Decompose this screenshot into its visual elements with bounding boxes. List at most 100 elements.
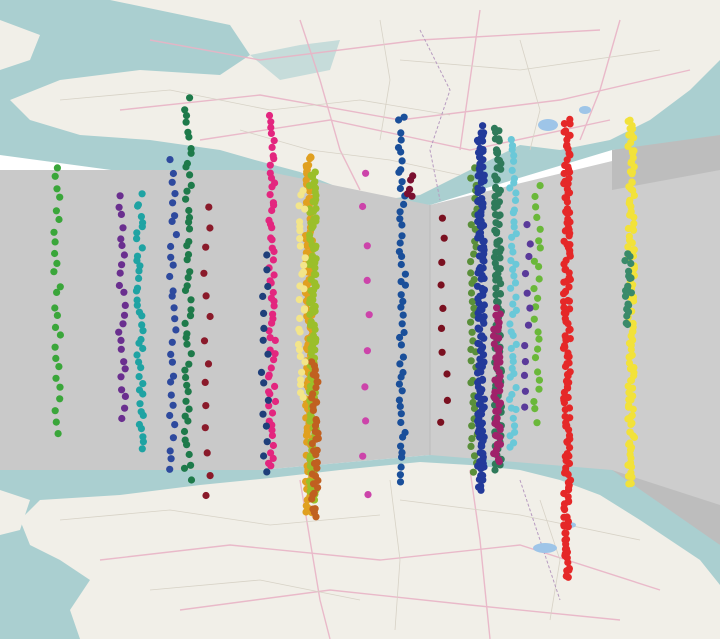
- trajectory-track: [621, 250, 636, 329]
- trajectory-point: [139, 438, 147, 446]
- trajectory-point: [521, 342, 529, 350]
- trajectory-point: [492, 450, 500, 458]
- trajectory-point: [186, 268, 194, 276]
- trajectory-point: [510, 422, 519, 430]
- trajectory-point: [133, 296, 141, 304]
- trajectory-point: [495, 137, 503, 145]
- trajectory-track: [166, 156, 180, 473]
- trajectory-point: [467, 269, 475, 277]
- trajectory-point: [187, 181, 195, 189]
- trajectory-point: [267, 462, 275, 470]
- trajectory-point: [361, 383, 369, 391]
- trajectory-point: [563, 136, 571, 144]
- trajectory-point: [497, 165, 505, 173]
- trajectory-point: [474, 189, 482, 197]
- trajectory-point: [268, 426, 276, 434]
- trajectory-point: [268, 183, 276, 191]
- trajectory-point: [121, 365, 129, 373]
- trajectory-point: [467, 289, 476, 297]
- trajectory-point: [186, 312, 195, 320]
- trajectory-track: [50, 164, 64, 438]
- trajectory-point: [172, 231, 180, 239]
- trajectory-point: [477, 465, 485, 473]
- trajectory-point: [183, 340, 191, 348]
- trajectory-point: [268, 224, 276, 232]
- trajectory-point: [479, 122, 487, 130]
- top-map-plane: [0, 0, 720, 205]
- trajectory-point: [562, 318, 570, 326]
- trajectory-point: [270, 302, 278, 310]
- trajectory-point: [495, 334, 503, 342]
- trajectory-point: [630, 213, 638, 221]
- trajectory-point: [115, 281, 123, 290]
- trajectory-point: [137, 425, 145, 433]
- trajectory-point: [630, 297, 638, 305]
- trajectory-point: [562, 309, 570, 317]
- trajectory-point: [166, 411, 174, 420]
- trajectory-point: [306, 311, 314, 319]
- trajectory-point: [201, 424, 209, 432]
- trajectory-point: [265, 373, 273, 381]
- trajectory-point: [627, 202, 635, 210]
- trajectory-point: [139, 390, 147, 398]
- trajectory-point: [138, 190, 146, 198]
- trajectory-point: [496, 434, 504, 442]
- trajectory-point: [168, 338, 176, 346]
- trajectory-point: [438, 258, 446, 266]
- trajectory-point: [53, 164, 62, 172]
- trajectory-point: [302, 508, 310, 516]
- trajectory-point: [397, 418, 405, 427]
- trajectory-point: [297, 381, 305, 389]
- trajectory-point: [171, 315, 179, 323]
- trajectory-point: [301, 358, 309, 366]
- trajectory-point: [401, 270, 409, 278]
- trajectory-point: [565, 404, 574, 412]
- trajectory-point: [308, 440, 316, 448]
- trajectory-point: [311, 178, 319, 186]
- trajectory-point: [268, 319, 276, 327]
- trajectory-point: [477, 486, 485, 494]
- trajectory-point: [623, 312, 631, 320]
- trajectory-point: [296, 235, 304, 243]
- trajectory-point: [475, 138, 483, 146]
- trajectory-point: [200, 269, 208, 277]
- trajectory-point: [510, 223, 518, 231]
- trajectory-point: [396, 208, 404, 216]
- trajectory-point: [310, 286, 318, 294]
- trajectory-point: [496, 387, 504, 395]
- trajectory-point: [51, 304, 59, 312]
- trajectory-point: [477, 332, 485, 341]
- trajectory-track: [473, 122, 488, 494]
- trajectory-point: [493, 304, 501, 312]
- trajectory-track: [530, 182, 544, 427]
- trajectory-point: [52, 418, 60, 426]
- trajectory-point: [297, 191, 305, 199]
- trajectory-point: [492, 291, 500, 299]
- trajectory-point: [167, 455, 175, 463]
- trajectory-point: [496, 254, 504, 262]
- trajectory-point: [630, 433, 639, 441]
- trajectory-point: [523, 221, 531, 229]
- trajectory-point: [495, 401, 503, 409]
- trajectory-track: [437, 214, 451, 426]
- trajectory-point: [121, 301, 129, 309]
- trajectory-point: [270, 137, 278, 145]
- trajectory-point: [439, 304, 447, 312]
- trajectory-point: [397, 260, 405, 269]
- trajectory-point: [307, 344, 315, 352]
- trajectory-point: [269, 454, 277, 462]
- trajectory-point: [135, 267, 143, 275]
- trajectory-point: [531, 192, 539, 201]
- trajectory-point: [200, 337, 209, 345]
- trajectory-point: [263, 468, 271, 476]
- trajectory-point: [470, 304, 478, 312]
- trajectory-point: [443, 396, 451, 404]
- trajectory-point: [490, 253, 499, 261]
- trajectory-point: [630, 191, 638, 200]
- trajectory-point: [396, 184, 404, 193]
- trajectory-point: [167, 378, 175, 386]
- trajectory-point: [560, 304, 568, 312]
- trajectory-point: [303, 430, 311, 439]
- trajectory-point: [477, 178, 485, 186]
- trajectory-point: [296, 314, 304, 322]
